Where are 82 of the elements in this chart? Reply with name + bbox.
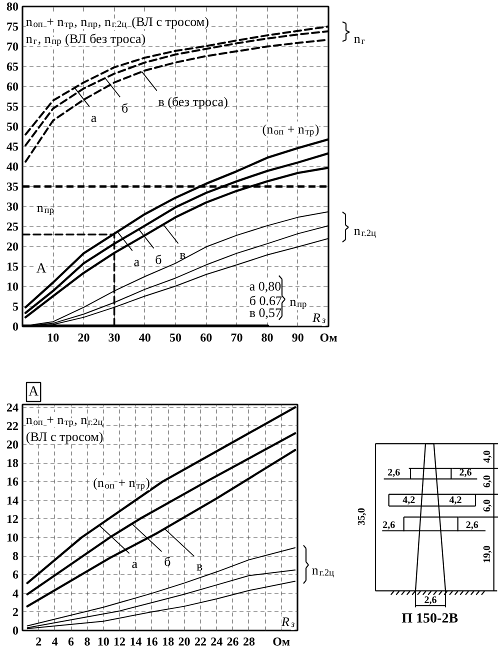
x-tick-label: 20: [178, 634, 190, 648]
y-tick-label: 4: [12, 586, 18, 600]
y-tick-label: 80: [6, 0, 18, 14]
x-tick-label: 18: [162, 634, 174, 648]
y-tick-label: 10: [6, 280, 18, 294]
y-tick-label: 0: [12, 320, 18, 334]
annotation: а: [134, 254, 140, 270]
x-tick-label: 10: [47, 330, 60, 344]
x-tick-label: 10: [97, 634, 110, 648]
annotation: в: [196, 558, 203, 574]
text: 2,6: [459, 467, 472, 478]
annotation: б: [164, 554, 172, 570]
x-tick-label: 16: [146, 634, 158, 648]
y-tick-label: 60: [6, 80, 18, 94]
x-tick-label: 14: [130, 634, 142, 648]
text: 4,2: [449, 495, 462, 506]
x-tick-label: 30: [108, 330, 120, 344]
x-tick-label: 26: [226, 634, 239, 648]
x-tick-label: 8: [84, 634, 90, 648]
y-tick-label: 30: [6, 200, 18, 214]
x-tick-label: Ом: [272, 634, 290, 648]
chart-title: А: [28, 384, 40, 400]
text: 2,6: [424, 595, 437, 606]
y-tick-label: 40: [6, 160, 18, 174]
x-tick-label: 22: [194, 634, 206, 648]
annotation: А: [36, 261, 48, 276]
annotation: а: [90, 110, 97, 126]
x-tick-label: 2: [36, 634, 42, 648]
y-tick-label: 20: [6, 437, 18, 452]
annotation: б: [155, 252, 162, 267]
text: 2,6: [388, 467, 400, 478]
x-tick-label: 28: [242, 634, 255, 648]
text: П 150-2В: [402, 612, 458, 627]
x-tick-label: 4: [52, 634, 58, 648]
text: 4,0: [482, 450, 493, 463]
y-tick-label: 16: [6, 474, 18, 489]
y-tick-label: 14: [6, 493, 18, 508]
y-tick-label: 8: [12, 549, 18, 564]
annotation: а 0,80: [249, 278, 282, 294]
text: 6,0: [482, 499, 493, 512]
annotation: б 0,67: [249, 293, 282, 308]
text: 19,0: [482, 546, 493, 564]
y-tick-label: 45: [6, 140, 18, 154]
y-tick-label: 55: [6, 100, 18, 114]
y-tick-label: 35: [6, 180, 18, 194]
y-tick-label: 5: [12, 300, 18, 314]
y-tick-label: 12: [6, 512, 18, 526]
y-tick-label: 65: [6, 60, 18, 74]
x-tick-label: 12: [114, 634, 126, 648]
text: 4,2: [402, 495, 416, 506]
y-tick-label: 0: [12, 624, 18, 638]
text: 2,6: [466, 520, 478, 531]
annotation: а: [132, 556, 138, 571]
x-tick-label: 40: [138, 330, 151, 344]
y-tick-label: 50: [6, 120, 18, 134]
y-tick-label: 25: [6, 220, 18, 234]
y-tick-label: 24: [6, 400, 18, 414]
y-tick-label: 2: [12, 604, 18, 619]
text: 6,0: [482, 475, 493, 488]
annotation: в (без троса): [158, 94, 228, 110]
x-tick-label: 6: [68, 634, 74, 648]
x-tick-label: 50: [170, 330, 182, 344]
y-tick-label: 10: [6, 530, 18, 544]
x-tick-label: 24: [210, 634, 223, 648]
x-tick-label: 90: [292, 330, 304, 344]
x-tick-label: Ом: [320, 330, 338, 344]
text: 2,6: [382, 520, 396, 531]
y-tick-label: 75: [6, 20, 18, 34]
text: 35,0: [356, 508, 368, 526]
y-tick-label: 20: [6, 240, 18, 254]
x-tick-label: 20: [78, 330, 90, 344]
annotation: в 0,57: [249, 305, 282, 320]
y-tick-label: 70: [6, 40, 18, 54]
annotation: б: [122, 100, 129, 116]
y-tick-label: 15: [6, 260, 18, 274]
y-tick-label: 22: [6, 418, 18, 433]
x-tick-label: 60: [200, 330, 212, 344]
y-tick-label: 6: [12, 568, 18, 582]
x-tick-label: 80: [261, 330, 274, 344]
y-tick-label: 18: [6, 456, 18, 470]
x-tick-label: 70: [230, 330, 243, 344]
annotation: в: [180, 247, 186, 262]
